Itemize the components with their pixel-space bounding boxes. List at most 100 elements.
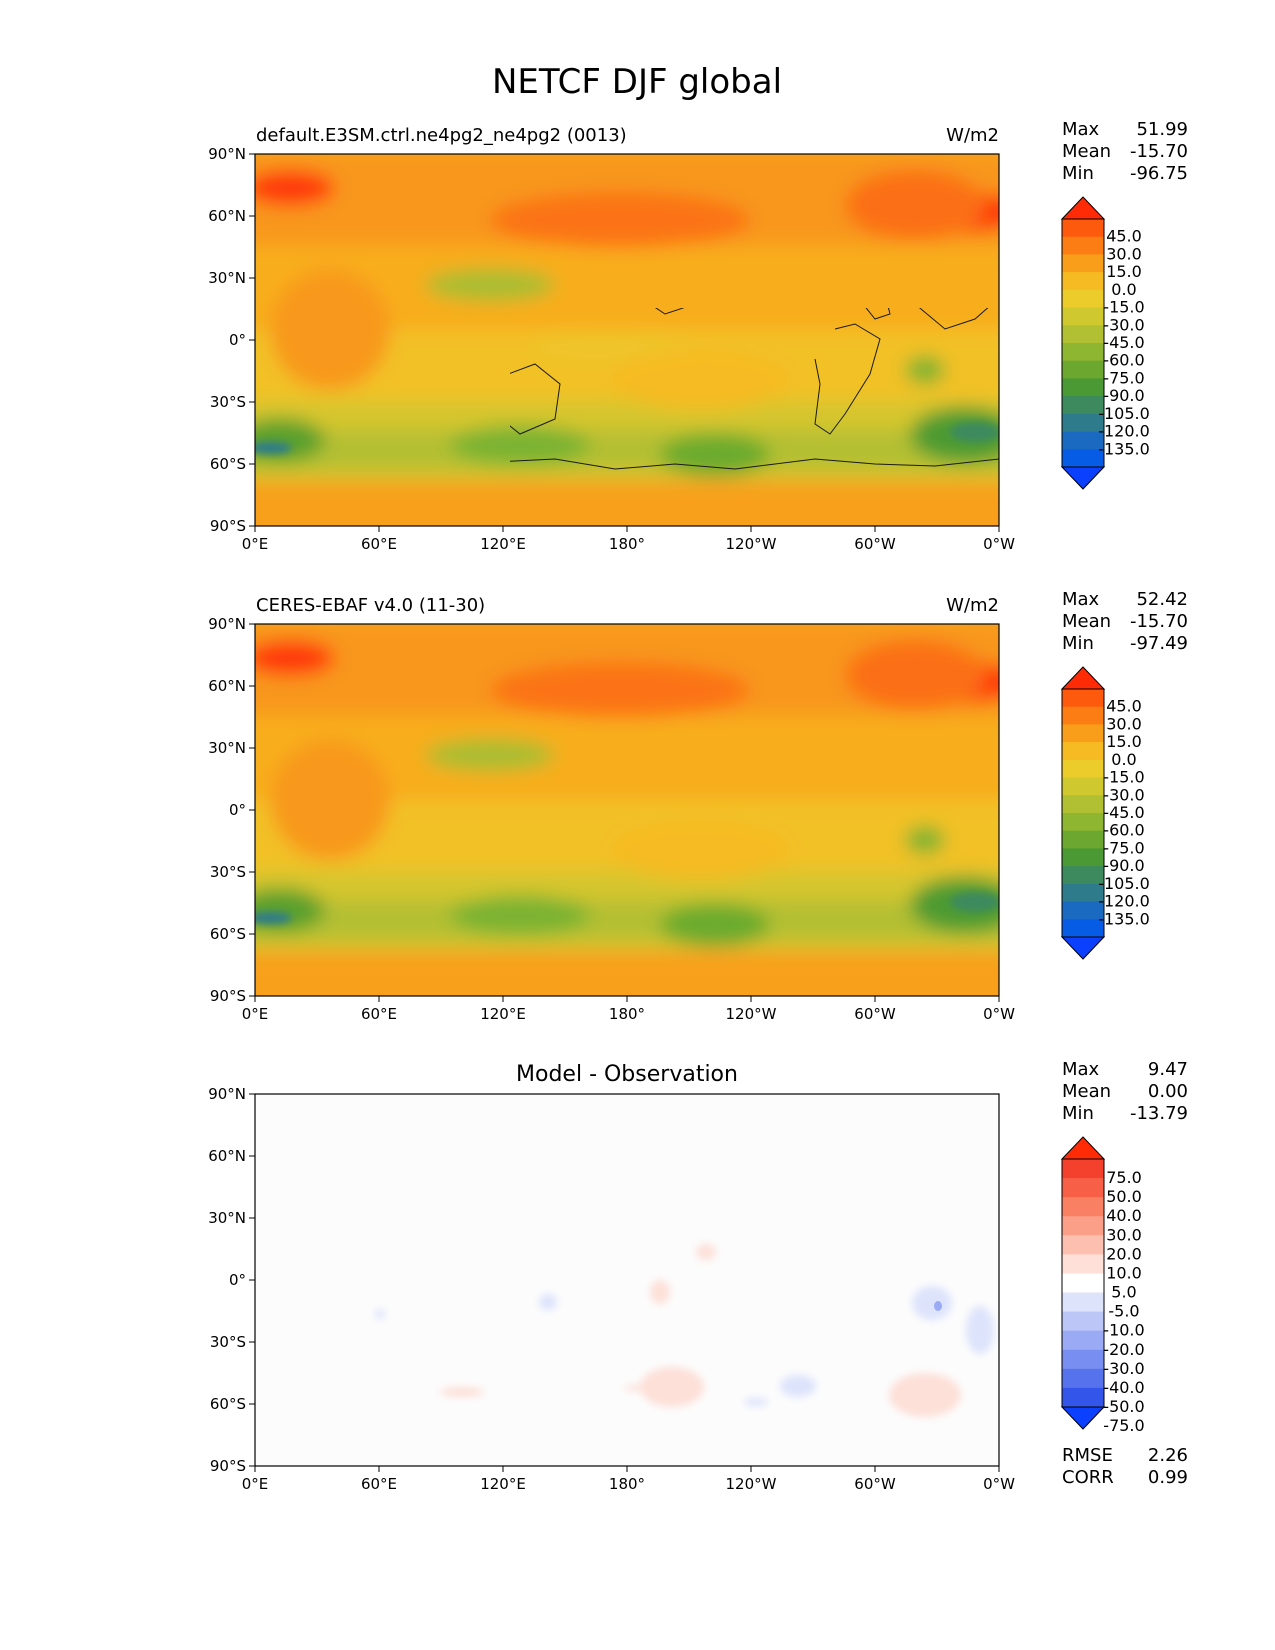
panel-title-left: CERES-EBAF v4.0 (11-30) <box>256 595 485 616</box>
stat-min-value: -97.49 <box>1130 633 1188 654</box>
colorbar-tick-label: -10.0 <box>1103 1321 1144 1340</box>
colorbar-swatch <box>1062 431 1104 450</box>
colorbar-swatch <box>1062 396 1104 415</box>
colorbar-swatch <box>1062 343 1104 362</box>
colorbar-swatch <box>1062 883 1104 903</box>
colorbar-swatch <box>1062 378 1104 397</box>
colorbar-tick-label: -20.0 <box>1103 1340 1144 1359</box>
colorbar-swatch <box>1062 219 1104 238</box>
coastlines-test <box>510 308 1000 470</box>
colorbar-tick-label: 30.0 <box>1106 714 1142 733</box>
panel-title-left: default.E3SM.ctrl.ne4pg2_ne4pg2 (0013) <box>256 125 627 146</box>
stat-rmse-value: 2.26 <box>1148 1445 1188 1466</box>
lon-tick-label: 0°E <box>242 535 269 553</box>
colorbar-tick-label: 30.0 <box>1106 1225 1142 1244</box>
stat-corr-label: CORR <box>1062 1467 1114 1488</box>
stat-mean-value: -15.70 <box>1130 611 1188 632</box>
panel-test: default.E3SM.ctrl.ne4pg2_ne4pg2 (0013) W… <box>208 119 1188 553</box>
colorbar-tick-label: -105.0 <box>1098 404 1150 423</box>
colorbar-tick-label: -50.0 <box>1103 1397 1144 1416</box>
lat-tick-label: 30°S <box>210 1333 246 1351</box>
lon-tick-label: 0°W <box>983 1005 1015 1023</box>
colorbar-swatch <box>1062 289 1104 309</box>
stat-min-value: -13.79 <box>1130 1103 1188 1124</box>
lon-axis-test: 0°E 60°E 120°E 180° 120°W 60°W 0°W <box>242 526 1015 553</box>
colorbar-swatch <box>1062 795 1104 814</box>
colorbar-tick-label: -45.0 <box>1103 333 1144 352</box>
colorbar-swatch <box>1062 307 1104 326</box>
colorbar-tick-label: 30.0 <box>1106 244 1142 263</box>
stat-mean-label: Mean <box>1062 141 1111 162</box>
map-field-reference <box>255 624 999 996</box>
lat-axis-difference: 90°N 60°N 30°N 0° 30°S 60°S 90°S <box>208 1085 255 1475</box>
colorbar-tick-label: -45.0 <box>1103 803 1144 822</box>
colorbar-tick-label: -60.0 <box>1103 351 1144 370</box>
colorbar-swatch <box>1062 1387 1104 1408</box>
lat-tick-label: 30°N <box>208 1209 246 1227</box>
colorbar-tick-label: -75.0 <box>1103 838 1144 857</box>
stats-reference: Max 52.42 Mean -15.70 Min -97.49 <box>1062 589 1188 654</box>
colorbar-swatch <box>1062 866 1104 885</box>
stat-max-value: 9.47 <box>1148 1059 1188 1080</box>
stat-corr-value: 0.99 <box>1148 1467 1188 1488</box>
colorbar-swatch <box>1062 759 1104 779</box>
colorbar-tick-label: -30.0 <box>1103 1359 1144 1378</box>
stats-test: Max 51.99 Mean -15.70 Min -96.75 <box>1062 119 1188 184</box>
lon-tick-label: 120°E <box>480 1005 526 1023</box>
lon-tick-label: 60°E <box>361 1005 397 1023</box>
colorbar-tick-label: -30.0 <box>1103 315 1144 334</box>
stat-min-label: Min <box>1062 633 1094 654</box>
colorbar-tick-label: -15.0 <box>1103 768 1144 787</box>
colorbar-extend-max <box>1060 1136 1106 1160</box>
colorbar-tick-label: -105.0 <box>1098 874 1150 893</box>
colorbar-swatch <box>1062 777 1104 796</box>
lat-tick-label: 30°N <box>208 739 246 757</box>
stat-min-label: Min <box>1062 163 1094 184</box>
lat-axis-reference: 90°N 60°N 30°N 0° 30°S 60°S 90°S <box>208 615 255 1005</box>
lat-tick-label: 30°S <box>210 393 246 411</box>
colorbar-swatch <box>1062 236 1104 255</box>
lon-axis-reference: 0°E 60°E 120°E 180° 120°W 60°W 0°W <box>242 996 1015 1023</box>
lat-tick-label: 90°S <box>210 1457 246 1475</box>
colorbar-tick-label: 40.0 <box>1106 1206 1142 1225</box>
stat-max-label: Max <box>1062 119 1100 140</box>
stat-rmse-label: RMSE <box>1062 1445 1113 1466</box>
colorbar-tick-label: -120.0 <box>1098 892 1150 911</box>
panel-difference: Model - Observation 90°N 60°N 30°N 0° 30°S 60… <box>208 1059 1188 1493</box>
colorbar-swatch <box>1062 254 1104 273</box>
colorbar-swatch <box>1062 1197 1104 1217</box>
colorbar-swatch <box>1062 1235 1104 1255</box>
lon-tick-label: 0°W <box>983 535 1015 553</box>
panel-reference: CERES-EBAF v4.0 (11-30) W/m2 90°N 60°N 30°… <box>208 589 1188 1023</box>
panel-title-center: Model - Observation <box>516 1062 738 1087</box>
stat-mean-label: Mean <box>1062 1081 1111 1102</box>
stat-min-label: Min <box>1062 1103 1094 1124</box>
colorbar-swatch <box>1062 1273 1104 1294</box>
lat-tick-label: 30°S <box>210 863 246 881</box>
colorbar-swatch <box>1062 919 1104 938</box>
lon-tick-label: 180° <box>609 1005 645 1023</box>
stat-mean-value: -15.70 <box>1130 141 1188 162</box>
lat-tick-label: 60°S <box>210 1395 246 1413</box>
colorbar-swatch <box>1062 742 1104 761</box>
colorbar-tick-label: -30.0 <box>1103 785 1144 804</box>
panel-units: W/m2 <box>946 595 999 616</box>
colorbar-tick-label: -120.0 <box>1098 422 1150 441</box>
lat-tick-label: 60°N <box>208 677 246 695</box>
stat-max-value: 52.42 <box>1136 589 1188 610</box>
colorbar-swatch <box>1062 848 1104 867</box>
lon-tick-label: 120°W <box>726 1005 777 1023</box>
lon-axis-difference: 0°E 60°E 120°E 180° 120°W 60°W 0°W <box>242 1466 1015 1493</box>
lat-tick-label: 90°N <box>208 145 246 163</box>
map-field-test <box>255 154 999 526</box>
lon-tick-label: 120°E <box>480 535 526 553</box>
lon-tick-label: 60°W <box>854 535 896 553</box>
colorbar-swatch <box>1062 1349 1104 1370</box>
lat-axis-test: 90°N 60°N 30°N 0° 30°S 60°S 90°S <box>208 145 255 535</box>
colorbar-swatch <box>1062 830 1104 849</box>
colorbar-swatch <box>1062 1178 1104 1198</box>
lat-tick-label: 60°S <box>210 455 246 473</box>
colorbar-frame <box>1061 1158 1105 1408</box>
lat-tick-label: 90°N <box>208 1085 246 1103</box>
colorbar-tick-label: -15.0 <box>1103 298 1144 317</box>
